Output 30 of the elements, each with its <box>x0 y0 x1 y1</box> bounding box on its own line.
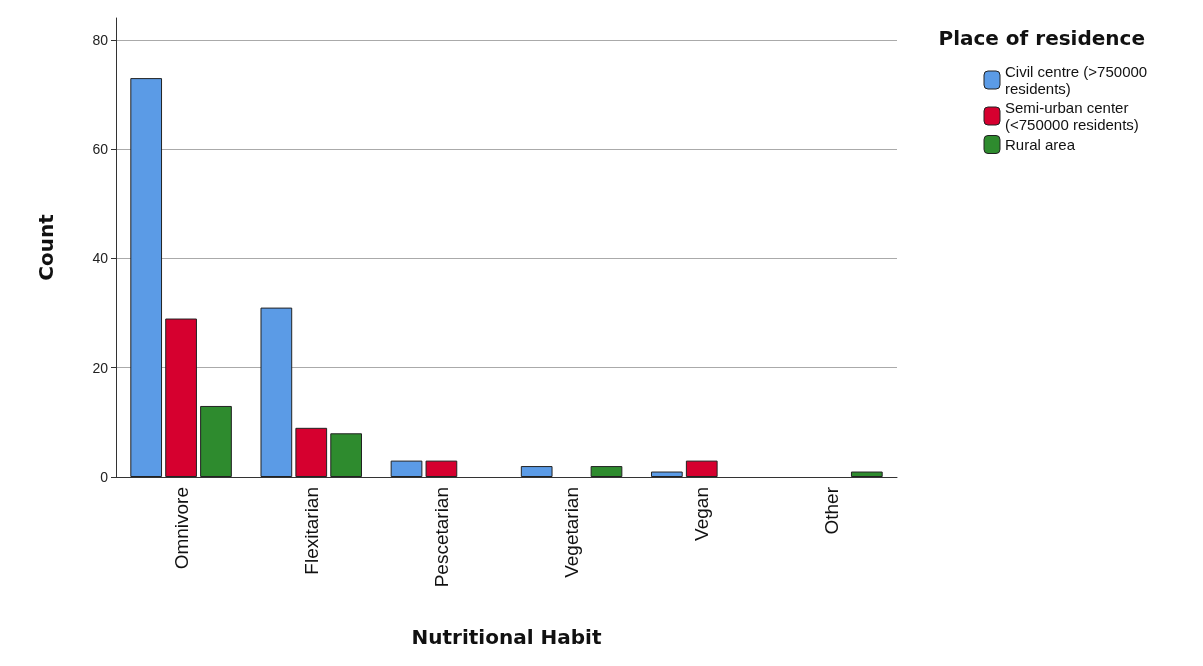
x-tick-label: Flexitarian <box>300 487 322 575</box>
bar <box>425 460 458 477</box>
y-tick-label: 40 <box>92 250 109 267</box>
y-tick-label: 20 <box>92 359 109 376</box>
x-tick-label: Vegan <box>691 487 713 541</box>
bar <box>850 471 883 477</box>
x-tick-label: Other <box>821 486 843 535</box>
y-tick-label: 80 <box>92 31 109 48</box>
y-tick-label: 60 <box>92 141 109 158</box>
x-axis-title: Nutritional Habit <box>411 625 602 649</box>
y-axis-title: Count <box>34 213 58 281</box>
bar <box>295 427 328 477</box>
bar <box>390 460 423 477</box>
legend-label: Semi-urban center (<750000 residents) <box>1005 99 1139 133</box>
x-tick-label: Omnivore <box>170 487 192 570</box>
legend-label: Civil centre (>750000 residents) <box>1005 63 1152 97</box>
x-tick-label: Pescetarian <box>430 487 452 588</box>
bar <box>200 405 232 477</box>
bar <box>330 433 363 477</box>
y-tick-label: 0 <box>100 469 109 485</box>
bar <box>520 466 553 477</box>
bar <box>260 307 293 477</box>
bar <box>650 471 683 477</box>
bar <box>685 460 718 477</box>
x-tick-label: Vegetarian <box>561 487 583 578</box>
bar <box>590 466 623 477</box>
legend-label: Rural area <box>1005 136 1076 153</box>
legend-title: Place of residence <box>938 26 1146 50</box>
bar <box>130 78 163 477</box>
bar <box>165 318 197 477</box>
